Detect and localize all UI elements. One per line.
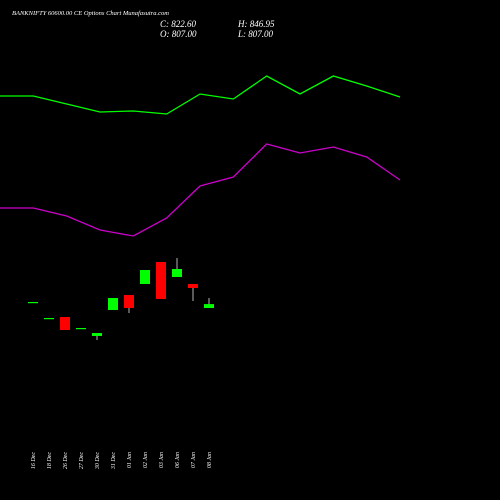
x-tick-label: 03 Jan	[159, 452, 165, 468]
candle-body	[76, 328, 86, 330]
indicator-line	[0, 75, 401, 115]
candle-body	[60, 317, 70, 330]
candle-body	[92, 333, 102, 336]
stat-high: H: 846.95	[237, 19, 275, 29]
candle-body	[188, 284, 198, 288]
x-tick-label: 07 Jan	[191, 452, 197, 468]
candle-body	[108, 298, 118, 310]
candle-body	[44, 318, 54, 320]
x-tick-label: 18 Dec	[47, 452, 53, 469]
candle-body	[204, 304, 214, 308]
candle-body	[172, 269, 182, 277]
x-tick-label: 08 Jan	[207, 452, 213, 468]
candle-body	[28, 302, 38, 304]
x-tick-label: 16 Dec	[31, 452, 37, 469]
indicator-line	[0, 143, 401, 237]
stat-open: O: 807.00	[160, 29, 197, 39]
candle-body	[124, 295, 134, 308]
candle-body	[140, 270, 150, 284]
x-tick-label: 01 Jan	[127, 452, 133, 468]
chart-title: BANKNIFTY 60600.00 CE Options Chart Muna…	[12, 10, 169, 17]
x-tick-label: 31 Dec	[111, 452, 117, 470]
x-tick-label: 30 Dec	[95, 452, 101, 470]
stat-low: L: 807.00	[237, 29, 274, 39]
x-tick-label: 02 Jan	[143, 452, 149, 468]
x-tick-label: 26 Dec	[63, 452, 69, 469]
x-tick-label: 06 Jan	[175, 452, 181, 468]
stat-close: C: 822.60	[160, 19, 197, 29]
x-tick-label: 27 Dec	[79, 452, 85, 469]
candle-body	[156, 262, 166, 299]
